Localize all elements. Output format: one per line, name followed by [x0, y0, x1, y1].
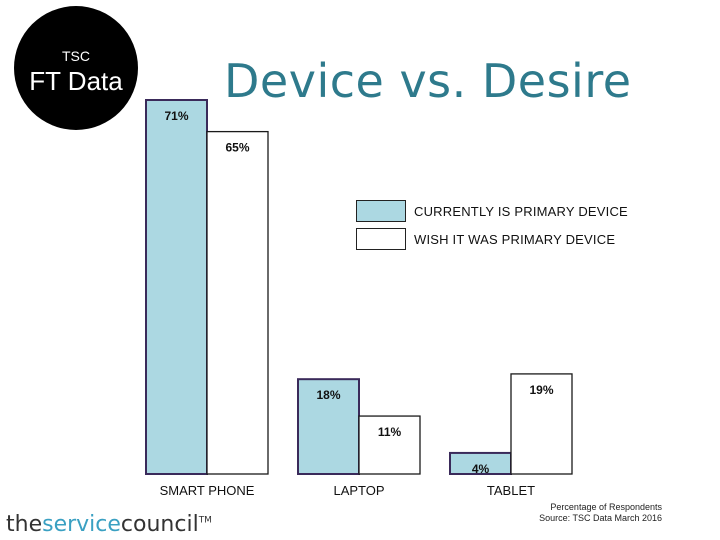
- legend-item-wish: WISH IT WAS PRIMARY DEVICE: [356, 226, 628, 252]
- data-label-wish-smart-phone: 65%: [225, 141, 249, 155]
- brand-logo: theservicecouncilTM: [6, 512, 212, 537]
- legend-swatch-current: [356, 200, 406, 222]
- bar-current-smart-phone: [145, 99, 208, 475]
- badge-big-text: FT Data: [29, 66, 123, 96]
- data-label-current-tablet: 4%: [472, 462, 490, 476]
- legend-label-current: CURRENTLY IS PRIMARY DEVICE: [414, 203, 628, 219]
- data-label-wish-laptop: 11%: [378, 425, 402, 439]
- brand-text-service: service: [42, 512, 121, 537]
- badge-small-text: TSC: [62, 48, 90, 64]
- source-line-2: Source: TSC Data March 2016: [539, 513, 662, 523]
- data-label-wish-tablet: 19%: [529, 383, 553, 397]
- source-line-1: Percentage of Respondents: [550, 502, 662, 512]
- bar-wish-smart-phone: [206, 130, 269, 475]
- legend-item-current: CURRENTLY IS PRIMARY DEVICE: [356, 198, 628, 224]
- brand-text-council: council: [120, 512, 199, 537]
- brand-text-the: the: [6, 512, 43, 537]
- bar-current-laptop: [297, 378, 360, 476]
- category-label-laptop: LAPTOP: [333, 483, 384, 498]
- source-note: Percentage of Respondents Source: TSC Da…: [522, 502, 662, 524]
- category-label-tablet: TABLET: [487, 483, 535, 498]
- bar-wish-laptop: [358, 415, 421, 475]
- data-label-current-laptop: 18%: [316, 388, 340, 402]
- data-label-current-smart-phone: 71%: [164, 109, 188, 123]
- legend-swatch-wish: [356, 228, 406, 250]
- chart-legend: CURRENTLY IS PRIMARY DEVICE WISH IT WAS …: [356, 198, 628, 254]
- tsc-badge: TSC FT Data: [14, 6, 138, 130]
- category-label-smart-phone: SMART PHONE: [160, 483, 255, 498]
- page-title: Device vs. Desire: [224, 54, 632, 108]
- legend-label-wish: WISH IT WAS PRIMARY DEVICE: [414, 231, 616, 247]
- bar-wish-tablet: [510, 373, 573, 475]
- brand-trademark: TM: [198, 515, 212, 526]
